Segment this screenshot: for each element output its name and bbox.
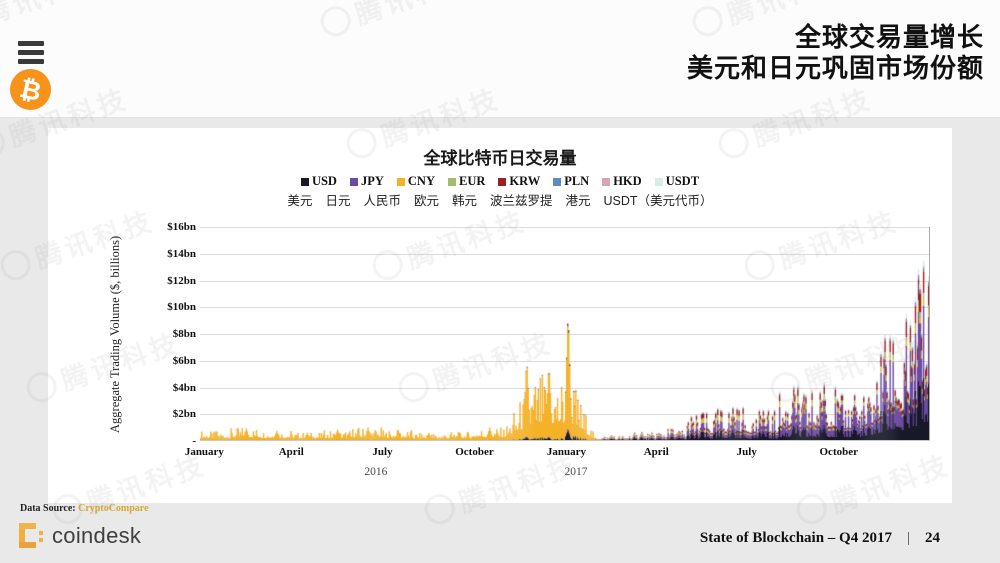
legend-swatch-hkd: [602, 177, 611, 186]
legend-label: USD: [311, 174, 337, 188]
legend-label: PLN: [564, 174, 590, 188]
y-tick-label: $16bn: [167, 221, 196, 233]
legend-label-zh-cny: 人民币: [363, 194, 401, 208]
x-axis-line: [200, 440, 930, 441]
legend-swatch-usdt: [654, 177, 663, 186]
chart-card: 全球比特币日交易量 USD JPY CNY EUR KRW PLN HKD USDT 美元 日元…: [48, 128, 952, 503]
slide-header: ₿ 全球交易量增长 美元和日元巩固市场份额: [0, 0, 1000, 118]
y-axis-title: Aggregate Trading Volume ($, billions): [108, 235, 122, 433]
hamburger-bar: [18, 59, 44, 64]
chart-legend-chinese: 美元 日元 人民币 欧元 韩元 波兰兹罗提 港元 USDT（美元代币）: [48, 190, 952, 209]
bitcoin-glyph: ₿: [16, 72, 45, 107]
legend-label: JPY: [360, 174, 384, 188]
y-tick-label: $2bn: [172, 408, 196, 421]
y-tick-label: $6bn: [172, 354, 196, 367]
coindesk-icon: [19, 523, 43, 548]
legend-label: EUR: [458, 174, 486, 188]
legend-item-usdt: USDT: [654, 174, 700, 189]
plot-right-border: [929, 227, 930, 441]
y-tick-label: $8bn: [172, 328, 196, 340]
legend-swatch-krw: [498, 177, 507, 186]
legend-item-eur: EUR: [447, 174, 486, 189]
data-source-value: CryptoCompare: [78, 503, 149, 514]
x-axis-tick-labels: January April July October January April July O…: [185, 446, 930, 462]
legend-swatch-eur: [447, 177, 456, 186]
x-tick-label: April: [643, 446, 669, 458]
coindesk-logo: coindesk: [18, 522, 141, 549]
x-tick-label: January: [184, 446, 224, 458]
y-tick-label: $4bn: [172, 381, 196, 394]
legend-label-zh-jpy: 日元: [325, 194, 351, 208]
coindesk-wordmark: coindesk: [52, 522, 142, 548]
x-tick-label: January: [546, 446, 587, 458]
tencent-logo-icon: [0, 123, 9, 162]
stacked-volume-bars: [200, 227, 930, 441]
hamburger-menu-icon[interactable]: [18, 41, 44, 64]
legend-label: KRW: [509, 174, 541, 188]
year-label: 2017: [564, 466, 588, 478]
legend-item-jpy: JPY: [349, 174, 384, 189]
hamburger-bar: [18, 50, 44, 55]
x-tick-label: April: [278, 446, 304, 458]
legend-label: USDT: [665, 174, 700, 188]
data-source: Data Source: CryptoCompare: [20, 503, 149, 514]
tencent-logo-icon: [0, 245, 35, 284]
hamburger-bar: [18, 41, 44, 46]
x-tick-label: October: [455, 446, 494, 458]
slide-footer: State of Blockchain – Q4 2017 | 24: [700, 530, 940, 547]
chart-legend: USD JPY CNY EUR KRW PLN HKD USDT: [48, 174, 952, 189]
legend-swatch-pln: [553, 177, 562, 186]
slide-title: 全球交易量增长 美元和日元巩固市场份额: [687, 22, 984, 84]
x-tick-label: July: [372, 446, 393, 458]
legend-label-zh-hkd: 港元: [565, 194, 591, 208]
plot-area: [200, 227, 930, 441]
legend-label-zh-pln: 波兰兹罗提: [490, 194, 553, 208]
legend-swatch-cny: [396, 177, 405, 186]
data-source-label: Data Source:: [20, 503, 79, 514]
x-axis-year-labels: 2016 2017: [200, 466, 930, 480]
year-label: 2016: [364, 466, 388, 478]
page-number: 24: [925, 530, 940, 546]
legend-swatch-jpy: [349, 177, 358, 186]
slide-title-line2: 美元和日元巩固市场份额: [686, 53, 984, 83]
x-tick-label: July: [736, 446, 757, 458]
slide-title-line1: 全球交易量增长: [794, 22, 984, 52]
legend-label-zh-eur: 欧元: [413, 194, 439, 208]
legend-label-zh-usdt: USDT（美元代币）: [603, 194, 713, 208]
y-tick-label: -: [192, 435, 196, 447]
legend-item-usd: USD: [300, 174, 337, 189]
y-tick-label: $12bn: [167, 274, 196, 287]
footer-separator: |: [906, 530, 910, 546]
chart-title: 全球比特币日交易量: [423, 149, 577, 168]
legend-label: CNY: [407, 174, 435, 188]
legend-label: HKD: [613, 174, 642, 188]
report-title: State of Blockchain – Q4 2017: [699, 530, 892, 546]
legend-item-hkd: HKD: [602, 174, 642, 189]
legend-swatch-usd: [300, 177, 309, 186]
bitcoin-icon: ₿: [10, 69, 51, 110]
legend-item-pln: PLN: [553, 174, 589, 189]
legend-label-zh-krw: 韩元: [451, 194, 477, 208]
legend-item-krw: KRW: [498, 174, 540, 189]
legend-item-cny: CNY: [396, 174, 435, 189]
legend-label-zh-usd: 美元: [287, 194, 313, 208]
x-tick-label: October: [819, 446, 858, 458]
y-tick-label: $10bn: [167, 301, 196, 314]
y-tick-label: $14bn: [167, 247, 196, 260]
